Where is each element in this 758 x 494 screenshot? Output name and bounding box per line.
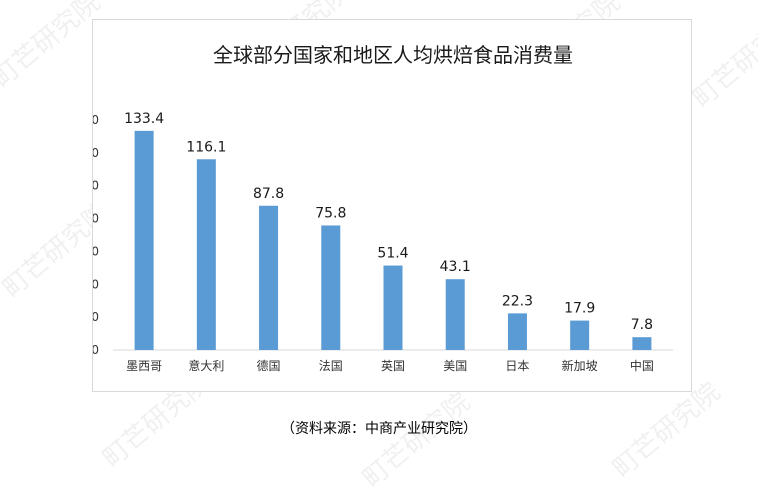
x-tick-label: 英国 — [381, 359, 405, 373]
data-label: 7.8 — [631, 317, 653, 333]
data-label: 51.4 — [377, 246, 408, 262]
y-tick-label: 60 — [93, 244, 99, 258]
data-label: 43.1 — [440, 259, 471, 275]
y-tick-label: 140 — [93, 113, 99, 127]
y-tick-label: 40 — [93, 277, 99, 291]
bar — [632, 337, 652, 350]
y-tick-label: 20 — [93, 310, 99, 324]
bar — [321, 225, 341, 350]
x-tick-label: 美国 — [443, 359, 467, 373]
x-tick-label: 中国 — [630, 358, 654, 373]
data-label: 75.8 — [315, 205, 346, 221]
x-tick-label: 日本 — [505, 359, 529, 373]
watermark: 町芒研究院 — [0, 0, 107, 94]
bar — [196, 159, 216, 350]
bar — [134, 130, 154, 350]
watermark: 町芒研究院 — [357, 387, 477, 494]
y-tick-label: 80 — [93, 212, 99, 226]
y-tick-label: 120 — [93, 146, 99, 160]
chart-title: 全球部分国家和地区人均烘焙食品消费量 — [213, 43, 573, 67]
source-note: （资料来源：中商产业研究院） — [281, 421, 477, 437]
watermark: 町芒研究院 — [687, 7, 758, 114]
x-tick-label: 德国 — [257, 358, 281, 373]
bar — [570, 320, 590, 350]
chart-frame: 全球部分国家和地区人均烘焙食品消费量人均消费量：千克02040608010012… — [92, 19, 692, 392]
bar — [259, 205, 279, 350]
data-label: 116.1 — [186, 139, 226, 155]
bar — [383, 265, 403, 350]
data-label: 17.9 — [564, 301, 595, 317]
bar — [507, 313, 527, 350]
x-tick-label: 意大利 — [188, 358, 224, 373]
x-tick-label: 法国 — [319, 359, 343, 373]
y-tick-label: 100 — [93, 179, 99, 193]
y-tick-label: 0 — [93, 343, 99, 357]
x-tick-label: 新加坡 — [562, 358, 598, 373]
bar-chart: 全球部分国家和地区人均烘焙食品消费量人均消费量：千克02040608010012… — [93, 43, 673, 373]
x-tick-label: 墨西哥 — [126, 359, 162, 373]
bar — [445, 279, 465, 350]
data-label: 22.3 — [502, 293, 533, 309]
data-label: 87.8 — [253, 186, 284, 202]
data-label: 133.4 — [124, 111, 164, 127]
